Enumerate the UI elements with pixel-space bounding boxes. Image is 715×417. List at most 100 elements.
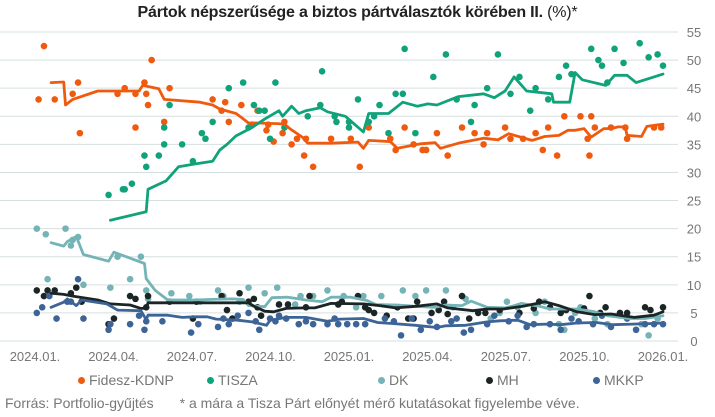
fidesz-kdnp-point: [365, 124, 373, 131]
tisza-point: [587, 45, 595, 53]
fidesz-kdnp-point: [327, 135, 335, 143]
y-tick-label: 35: [687, 137, 701, 152]
mh-point: [218, 292, 225, 300]
dk-point: [126, 275, 134, 283]
mkkp-point: [295, 320, 303, 328]
tisza-point: [645, 53, 652, 61]
dk-point: [377, 292, 385, 300]
tisza-point: [255, 107, 263, 114]
dk-point: [324, 287, 331, 294]
x-tick-label: 2025.07.: [481, 349, 532, 364]
fidesz-kdnp-point: [51, 96, 59, 103]
fidesz-kdnp-point: [35, 96, 42, 103]
dk-point: [422, 287, 430, 294]
legend-item-dk: DK: [378, 372, 408, 388]
dk-point: [503, 298, 511, 305]
tisza-point: [598, 62, 606, 70]
mh-point: [110, 315, 118, 322]
mkkp-point: [568, 315, 575, 322]
mh-point: [365, 306, 373, 314]
tisza-point: [202, 135, 209, 143]
tisza-point: [516, 73, 523, 81]
tisza-point: [611, 45, 618, 53]
mh-trend-line: [49, 291, 665, 319]
dk-point: [245, 284, 252, 291]
mkkp-point: [159, 318, 166, 325]
mh-point: [250, 295, 258, 303]
fidesz-kdnp-point: [132, 124, 139, 131]
mkkp-point: [105, 326, 112, 334]
fidesz-kdnp-point: [444, 152, 451, 159]
mh-point: [440, 298, 448, 305]
tisza-point: [376, 101, 383, 109]
tisza-point: [659, 62, 667, 70]
legend-marker: [593, 376, 600, 384]
tisza-point: [526, 107, 534, 114]
mkkp-point: [135, 312, 143, 320]
tisza-point: [209, 118, 216, 126]
tisza-point: [430, 73, 437, 81]
fidesz-kdnp-point: [433, 129, 441, 137]
mh-point: [557, 309, 565, 317]
tisza-point: [494, 51, 502, 58]
tisza-point: [316, 101, 324, 109]
tisza-point: [636, 39, 643, 47]
tisza-point: [128, 180, 136, 187]
tisza-point: [595, 56, 602, 64]
chart-footer: Forrás: Portfolio-gyűjtés * a mára a Tisz…: [5, 395, 580, 411]
dk-point: [352, 303, 360, 311]
mkkp-point: [141, 326, 148, 334]
dk-point: [412, 292, 419, 300]
fidesz-kdnp-point: [401, 124, 408, 131]
tisza-point: [250, 101, 258, 109]
legend-label: MKKP: [604, 372, 644, 388]
mh-point: [602, 303, 609, 311]
fidesz-kdnp-point: [539, 146, 547, 154]
y-tick-label: 0: [690, 334, 697, 349]
x-tick-label: 2025.04.: [402, 349, 453, 364]
dk-point: [645, 332, 652, 339]
legend-label: MH: [497, 372, 519, 388]
fidesz-kdnp-point: [544, 124, 552, 131]
legend-label: TISZA: [218, 372, 258, 388]
tisza-point: [345, 124, 353, 131]
tisza-point: [467, 118, 475, 126]
mh-point: [428, 309, 435, 317]
dk-point: [214, 287, 222, 294]
fidesz-kdnp-trend-line: [49, 80, 665, 150]
data-points: [33, 39, 667, 339]
mh-point: [458, 292, 466, 300]
fidesz-kdnp-point: [288, 141, 295, 148]
mkkp-point: [381, 315, 389, 322]
tisza-point: [385, 129, 392, 137]
fidesz-kdnp-point: [458, 124, 466, 131]
fidesz-kdnp-point: [263, 127, 270, 134]
mkkp-point: [426, 318, 434, 325]
fidesz-kdnp-point: [587, 112, 595, 120]
mkkp-point: [194, 320, 202, 328]
mkkp-point: [557, 326, 565, 334]
fidesz-kdnp-point: [532, 129, 539, 137]
dk-point: [42, 230, 50, 238]
fidesz-kdnp-point: [586, 152, 593, 159]
fidesz-kdnp-point: [293, 135, 301, 143]
fidesz-kdnp-point: [238, 101, 245, 109]
mkkp-point: [514, 312, 521, 320]
mkkp-point: [302, 318, 310, 325]
dk-point: [67, 242, 75, 249]
mkkp-point: [309, 320, 317, 328]
fidesz-kdnp-point: [160, 118, 168, 126]
x-tick-label: 2025.10.: [559, 349, 610, 364]
tisza-point: [399, 90, 407, 98]
mkkp-point: [214, 323, 222, 331]
x-tick-label: 2024.01.: [10, 349, 61, 364]
tisza-point: [544, 96, 552, 103]
tisza-point: [654, 51, 661, 58]
mh-point: [413, 298, 421, 305]
fidesz-kdnp-point: [221, 98, 229, 106]
mkkp-point: [460, 329, 468, 336]
footnote: * a mára a Tisza Párt előnyét mérő kutat…: [179, 395, 580, 411]
fidesz-kdnp-point: [148, 56, 155, 64]
tisza-point: [392, 90, 399, 98]
